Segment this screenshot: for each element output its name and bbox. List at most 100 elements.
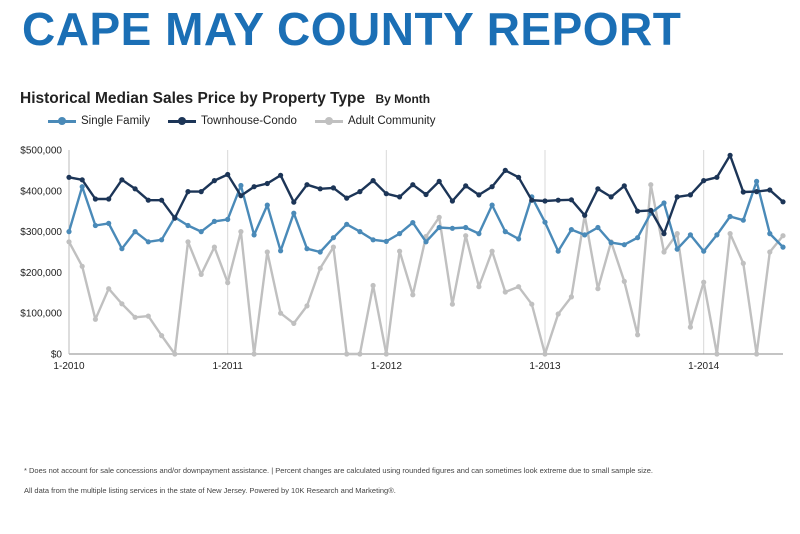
data-point-adult-community (463, 233, 469, 239)
data-point-townhouse-condo (463, 183, 469, 189)
data-point-single-family (79, 184, 85, 190)
data-point-adult-community (92, 316, 98, 322)
legend-label-townhouse-condo: Townhouse-Condo (201, 115, 297, 127)
data-point-adult-community (344, 351, 350, 357)
series-line-adult-community (67, 183, 784, 356)
data-point-townhouse-condo (687, 192, 694, 198)
data-point-adult-community (106, 286, 112, 292)
data-point-single-family (595, 224, 601, 231)
data-point-townhouse-condo (79, 177, 85, 183)
data-point-adult-community (185, 239, 191, 245)
data-point-townhouse-condo (542, 198, 548, 204)
data-point-townhouse-condo (489, 184, 495, 190)
legend-label-single-family: Single Family (81, 115, 151, 127)
data-point-townhouse-condo (344, 195, 350, 201)
data-point-single-family (304, 246, 310, 252)
data-point-townhouse-condo (701, 178, 707, 184)
data-point-townhouse-condo (330, 185, 336, 191)
data-point-adult-community (172, 351, 178, 357)
data-point-adult-community (674, 231, 680, 237)
data-point-townhouse-condo (754, 189, 760, 195)
data-point-townhouse-condo (251, 184, 257, 190)
data-point-townhouse-condo (621, 183, 627, 189)
data-point-single-family (635, 235, 641, 241)
data-point-townhouse-condo (106, 196, 112, 202)
data-point-adult-community (780, 233, 786, 239)
data-point-townhouse-condo (529, 197, 535, 203)
legend-item-adult-community: Adult Community (314, 115, 436, 127)
data-point-single-family (397, 231, 403, 237)
data-point-adult-community (132, 314, 138, 320)
legend-swatch-adult-community (314, 116, 343, 126)
data-point-adult-community (145, 313, 151, 319)
data-point-single-family (317, 249, 323, 255)
report-title: CAPE MAY COUNTY REPORT (22, 3, 682, 55)
data-point-adult-community (397, 248, 403, 254)
data-point-single-family (291, 210, 297, 216)
data-point-adult-community (278, 310, 284, 316)
data-point-adult-community (449, 301, 455, 307)
data-point-single-family (66, 229, 72, 235)
data-point-single-family (225, 216, 231, 222)
data-point-townhouse-condo (595, 186, 601, 192)
series-single-family (66, 178, 786, 255)
footnote-disclaimer: * Does not account for sale concessions … (24, 466, 653, 475)
data-point-adult-community (159, 333, 165, 339)
data-point-townhouse-condo (661, 231, 667, 237)
data-point-townhouse-condo (185, 189, 191, 195)
data-point-single-family (687, 232, 694, 238)
data-point-townhouse-condo (608, 194, 614, 200)
data-point-single-family (463, 224, 469, 231)
data-point-townhouse-condo (291, 199, 297, 205)
x-tick-label: 1-2014 (688, 361, 720, 372)
data-point-single-family (185, 222, 191, 229)
data-point-townhouse-condo (159, 197, 165, 203)
data-point-townhouse-condo (727, 152, 733, 158)
data-point-single-family (502, 229, 508, 235)
data-point-townhouse-condo (568, 197, 575, 203)
data-point-single-family (251, 232, 257, 238)
legend-item-townhouse-condo: Townhouse-Condo (168, 115, 297, 127)
data-point-adult-community (198, 271, 204, 277)
data-point-single-family (132, 229, 138, 235)
chart-legend: Single Family Townhouse-Condo Adult Comm… (48, 115, 436, 127)
data-point-townhouse-condo (225, 171, 231, 178)
data-point-single-family (238, 182, 244, 189)
data-point-townhouse-condo (238, 193, 244, 199)
data-point-single-family (568, 227, 575, 233)
legend-item-single-family: Single Family (48, 115, 150, 127)
data-point-adult-community (687, 324, 694, 330)
data-point-adult-community (383, 351, 389, 357)
data-point-adult-community (238, 229, 244, 235)
chart-title-text: Historical Median Sales Price by Propert… (20, 90, 366, 107)
x-tick-label: 1-2013 (529, 361, 561, 372)
data-point-single-family (714, 232, 720, 238)
data-point-adult-community (291, 320, 297, 326)
line-chart: 1-2010 1-2011 1-2012 1-2013 1-2014 $0 $100,000… (20, 146, 786, 372)
x-tick-label: 1-2011 (212, 361, 243, 372)
data-point-adult-community (701, 279, 707, 285)
data-point-single-family (582, 232, 588, 238)
y-tick-label: $0 (51, 350, 63, 361)
y-tick-label: $400,000 (20, 186, 62, 197)
data-point-single-family (383, 238, 389, 244)
data-point-townhouse-condo (714, 174, 720, 180)
data-point-adult-community (436, 214, 442, 220)
data-point-townhouse-condo (211, 178, 217, 184)
data-point-single-family (344, 221, 350, 227)
data-point-adult-community (476, 284, 482, 290)
data-point-single-family (370, 237, 376, 243)
data-point-townhouse-condo (740, 189, 746, 195)
footnote-source: All data from the multiple listing servi… (24, 486, 396, 495)
data-point-townhouse-condo (436, 178, 442, 184)
data-point-single-family (542, 219, 548, 225)
data-point-single-family (145, 239, 151, 245)
data-point-adult-community (225, 280, 231, 286)
series-townhouse-condo (66, 152, 786, 237)
data-point-adult-community (410, 292, 416, 298)
data-point-adult-community (330, 244, 336, 250)
data-point-townhouse-condo (317, 186, 323, 192)
data-point-adult-community (529, 301, 535, 307)
data-point-adult-community (357, 351, 363, 357)
data-point-townhouse-condo (635, 208, 641, 214)
